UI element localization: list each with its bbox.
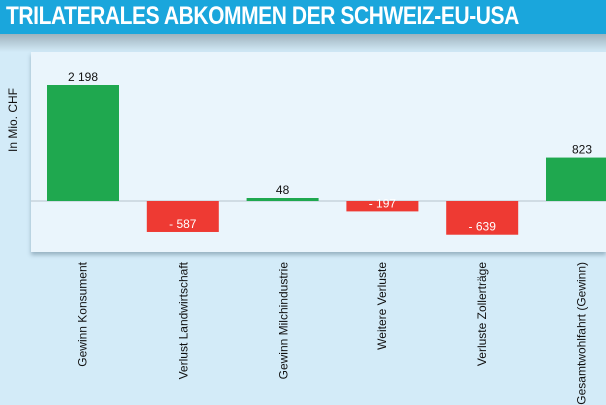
category-label-0: Gewinn Konsument bbox=[75, 262, 90, 367]
chart-title: TRILATERALES ABKOMMEN DER SCHWEIZ-EU-USA bbox=[6, 2, 519, 30]
bar-0 bbox=[47, 85, 119, 201]
category-label-1: Verlust Landwirtschaft bbox=[176, 262, 191, 380]
bar-4 bbox=[446, 201, 519, 235]
banner-shadow bbox=[0, 34, 606, 52]
category-label-2: Gewinn Milchindustrie bbox=[275, 262, 290, 380]
bar-5 bbox=[546, 157, 606, 201]
data-label-2: 48 bbox=[276, 183, 290, 197]
data-label-4: - 639 bbox=[469, 220, 497, 234]
bar-2 bbox=[246, 198, 319, 201]
category-label-5: Gesamtwohlfahrt (Gewinn) bbox=[574, 262, 589, 405]
category-label-3: Weitere Verluste bbox=[375, 262, 390, 350]
title-banner: TRILATERALES ABKOMMEN DER SCHWEIZ-EU-USA bbox=[0, 0, 606, 34]
data-label-5: 823 bbox=[572, 143, 592, 157]
data-label-0: 2 198 bbox=[68, 70, 98, 84]
data-label-3: - 197 bbox=[369, 196, 397, 210]
bar-1 bbox=[146, 201, 219, 232]
category-label-4: Verluste Zollerträge bbox=[475, 262, 490, 367]
bar-3 bbox=[346, 201, 419, 212]
data-label-1: - 587 bbox=[169, 217, 197, 231]
